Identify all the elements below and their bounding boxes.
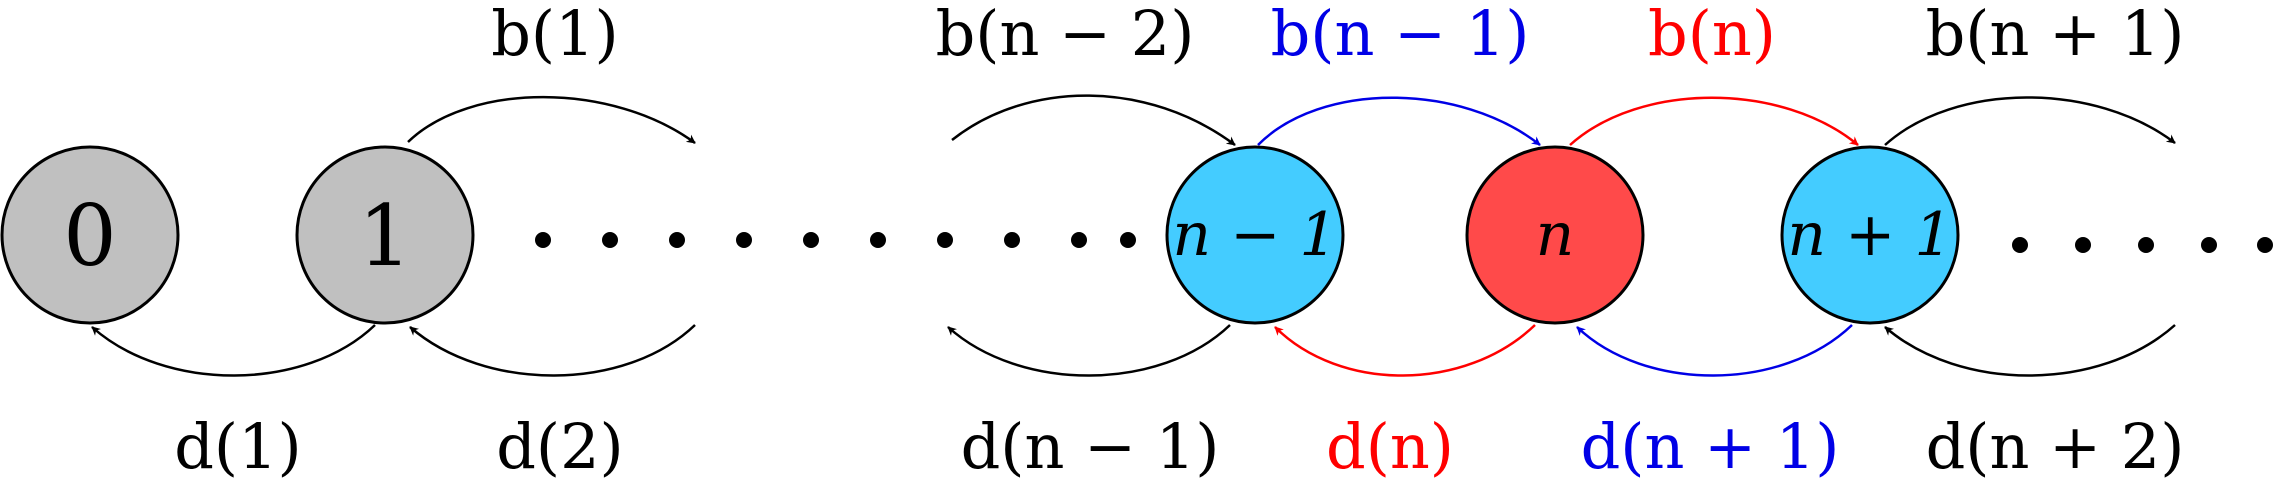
state-node-n: n (1465, 145, 1645, 325)
death-rate-label-n-plus-2: d(n + 2) (1926, 410, 2185, 483)
death-rate-label-n: d(n) (1326, 410, 1454, 483)
birth-arrow-n-minus-2 (951, 94, 1236, 147)
death-rate-label-n-plus-1: d(n + 1) (1581, 410, 1840, 483)
birth-rate-label-n: b(n) (1648, 0, 1776, 70)
state-node-n-minus-1: n − 1 (1165, 145, 1345, 325)
birth-rate-label-n-minus-2: b(n − 2) (936, 0, 1195, 70)
birth-arrow-n (1569, 96, 1859, 146)
state-node-n-plus-1: n + 1 (1780, 145, 1960, 325)
birth-rate-label-n-minus-1: b(n − 1) (1271, 0, 1530, 70)
death-arrow-n-plus-2 (1884, 324, 2176, 377)
ellipsis-dots-right (2012, 237, 2273, 253)
state-label-n-minus-1: n − 1 (1172, 200, 1337, 270)
birth-rate-label-n-plus-1: b(n + 1) (1926, 0, 2185, 70)
death-arrow-n-minus-1 (947, 324, 1231, 377)
birth-arrow-n-plus-1 (1884, 96, 2176, 146)
state-label-1: 1 (358, 187, 411, 285)
death-arrow-2 (409, 324, 696, 377)
birth-arrow-1 (407, 95, 696, 145)
death-rate-label-1: d(1) (174, 410, 302, 483)
state-label-0: 0 (63, 187, 116, 285)
death-rate-label-n-minus-1: d(n − 1) (961, 410, 1220, 483)
birth-arrow-n-minus-1 (1257, 96, 1541, 146)
death-arrow-n (1274, 324, 1536, 377)
state-label-n: n (1536, 200, 1575, 270)
death-arrow-n-plus-1 (1576, 324, 1853, 377)
state-node-1: 1 (295, 145, 475, 325)
death-rate-label-2: d(2) (496, 410, 624, 483)
state-label-n-plus-1: n + 1 (1787, 200, 1952, 270)
birth-rate-label-1: b(1) (491, 0, 619, 70)
death-arrow-1 (91, 324, 376, 377)
state-node-0: 0 (0, 145, 180, 325)
ellipsis-dots-middle (535, 232, 1136, 248)
